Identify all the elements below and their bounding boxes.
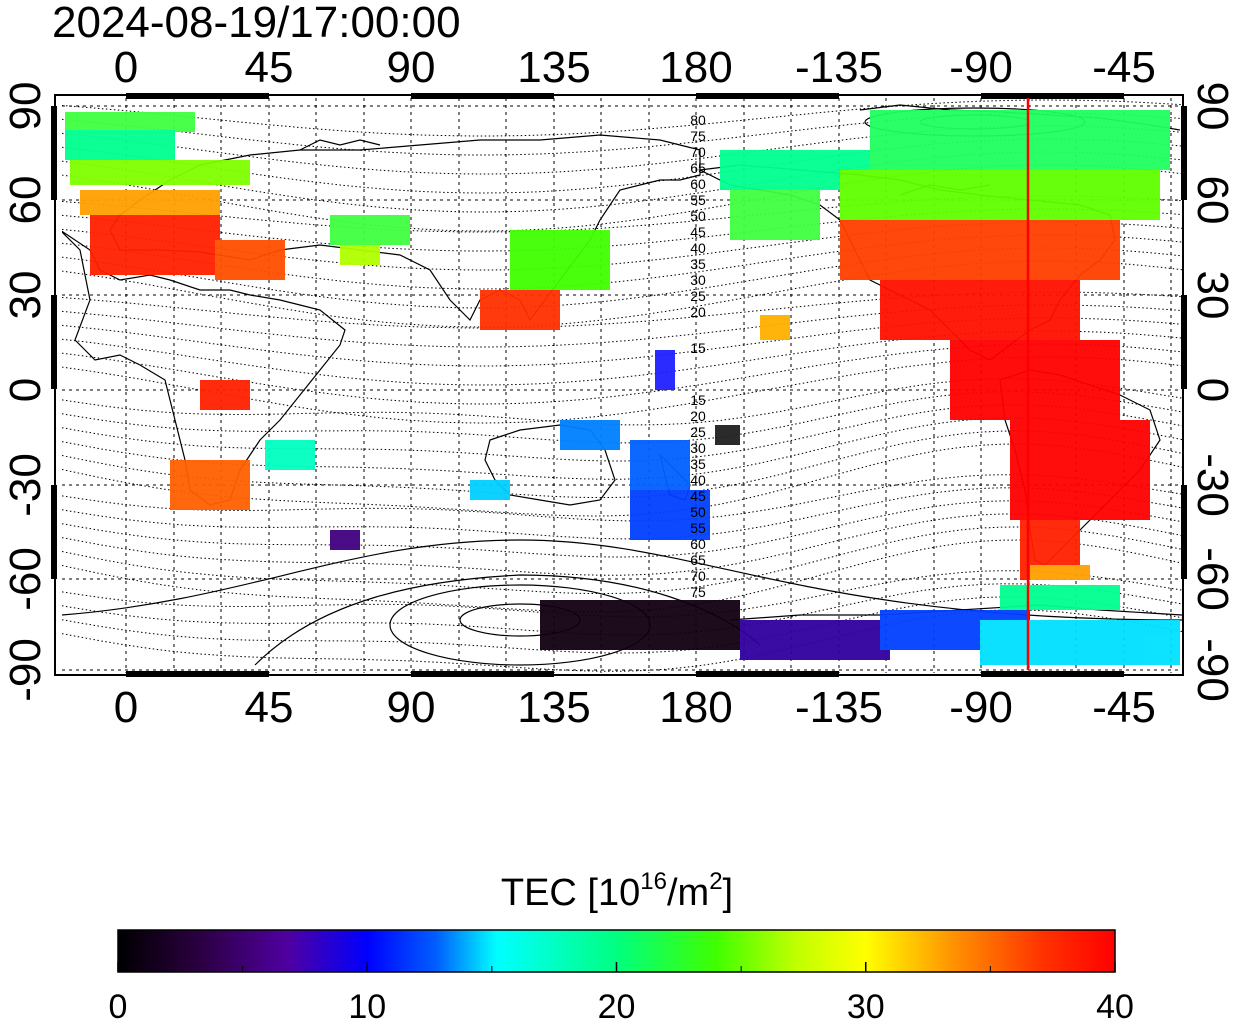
contour-line bbox=[62, 539, 1182, 613]
contour-line bbox=[62, 526, 1182, 595]
colorbar-tick-label: 30 bbox=[847, 988, 885, 1021]
latitude-labels-right: 90 60 30 0 -30 -60 -90 bbox=[1188, 82, 1235, 702]
contour-label: 45 bbox=[690, 224, 706, 240]
contour-label: 75 bbox=[690, 584, 706, 600]
contour-label: 80 bbox=[690, 112, 706, 128]
lat-tick-label: -60 bbox=[1, 547, 50, 611]
contour-line bbox=[62, 125, 1182, 175]
contour-label: 60 bbox=[690, 176, 706, 192]
lon-tick-label: 45 bbox=[245, 43, 294, 92]
colorbar-ticks: 0 10 20 30 40 bbox=[109, 962, 1134, 1021]
contour-label: 20 bbox=[690, 408, 706, 424]
lon-tick-label: -45 bbox=[1092, 43, 1156, 92]
contour-label: 65 bbox=[690, 160, 706, 176]
lon-tick-label: 0 bbox=[114, 683, 138, 732]
contour-label: 55 bbox=[690, 192, 706, 208]
contour-label: 20 bbox=[690, 304, 706, 320]
contour-label: 45 bbox=[690, 488, 706, 504]
contour-label: 60 bbox=[690, 536, 706, 552]
lat-tick-label: 0 bbox=[1, 378, 50, 402]
lon-tick-label: -90 bbox=[949, 683, 1013, 732]
contour-label: 30 bbox=[690, 440, 706, 456]
lon-tick-label: -135 bbox=[795, 43, 883, 92]
lon-tick-label: 180 bbox=[659, 43, 732, 92]
lon-tick-label: 45 bbox=[245, 683, 294, 732]
contour-label: 50 bbox=[690, 208, 706, 224]
lat-tick-label: -30 bbox=[1188, 453, 1235, 517]
contour-label: 35 bbox=[690, 256, 706, 272]
lon-tick-label: 135 bbox=[517, 683, 590, 732]
colorbar-tick-label: 20 bbox=[598, 988, 636, 1021]
contour-line bbox=[62, 513, 1182, 576]
contour-label: 15 bbox=[690, 392, 706, 408]
contour-label: 65 bbox=[690, 552, 706, 568]
contour-label: 75 bbox=[690, 128, 706, 144]
lon-tick-label: 135 bbox=[517, 43, 590, 92]
lat-tick-label: -90 bbox=[1, 638, 50, 702]
lat-tick-label: -30 bbox=[1, 453, 50, 517]
contour-label: 50 bbox=[690, 504, 706, 520]
contour-label: 25 bbox=[690, 288, 706, 304]
colorbar-tick-label: 40 bbox=[1096, 988, 1134, 1021]
lon-tick-label: -90 bbox=[949, 43, 1013, 92]
lat-tick-label: 90 bbox=[1188, 82, 1235, 131]
lat-tick-label: 30 bbox=[1188, 271, 1235, 320]
contour-line bbox=[62, 378, 1182, 426]
contour-line bbox=[62, 487, 1182, 540]
frame-bars bbox=[51, 93, 1187, 677]
tec-data-patches bbox=[65, 110, 1180, 665]
contour-line bbox=[62, 391, 1182, 444]
contour-line bbox=[62, 317, 1182, 367]
longitude-labels-bottom: 0 45 90 135 180 -135 -90 -45 bbox=[114, 683, 1156, 732]
lat-tick-label: 0 bbox=[1188, 378, 1235, 402]
lon-tick-label: 90 bbox=[387, 43, 436, 92]
lon-tick-label: 180 bbox=[659, 683, 732, 732]
contour-line bbox=[62, 260, 1182, 328]
contour-label: 25 bbox=[690, 424, 706, 440]
contour-line bbox=[62, 500, 1182, 558]
contour-label: 55 bbox=[690, 520, 706, 536]
colorbar-title: TEC [1016/m2] bbox=[501, 868, 733, 914]
lon-tick-label: 0 bbox=[114, 43, 138, 92]
contour-line bbox=[62, 474, 1182, 522]
lon-tick-label: -45 bbox=[1092, 683, 1156, 732]
lat-tick-label: -90 bbox=[1188, 638, 1235, 702]
longitude-labels-top: 0 45 90 135 180 -135 -90 -45 bbox=[114, 43, 1156, 92]
contour-label: 70 bbox=[690, 144, 706, 160]
contour-label: 40 bbox=[690, 240, 706, 256]
lat-tick-label: 30 bbox=[1, 271, 50, 320]
map-title: 2024-08-19/17:00:00 bbox=[52, 0, 461, 47]
contour-line bbox=[62, 99, 1182, 137]
contour-label: 70 bbox=[690, 568, 706, 584]
lat-tick-label: 60 bbox=[1, 176, 50, 225]
lon-tick-label: 90 bbox=[387, 683, 436, 732]
colorbar-tick-label: 10 bbox=[348, 988, 386, 1021]
contour-line bbox=[62, 330, 1182, 386]
latitude-labels-left: 90 60 30 0 -30 -60 -90 bbox=[1, 82, 50, 702]
contour-line bbox=[62, 164, 1182, 232]
lat-tick-label: 60 bbox=[1188, 176, 1235, 225]
contour-label: 35 bbox=[690, 456, 706, 472]
lat-tick-label: 90 bbox=[1, 82, 50, 131]
lon-tick-label: -135 bbox=[795, 683, 883, 732]
contour-label: 15 bbox=[690, 340, 706, 356]
contour-label: 40 bbox=[690, 472, 706, 488]
contour-line bbox=[62, 596, 1182, 654]
lat-tick-label: -60 bbox=[1188, 547, 1235, 611]
contour-label: 30 bbox=[690, 272, 706, 288]
colorbar-tick-label: 0 bbox=[109, 988, 128, 1021]
